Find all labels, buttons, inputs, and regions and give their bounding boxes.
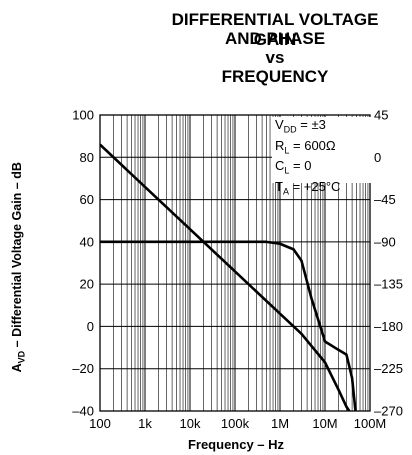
y-left-tick-label: –40 [72,404,94,419]
condition-vdd: VDD = ±3 [275,117,326,135]
plot-frame [99,114,371,412]
y-left-tick-label: 20 [80,277,94,292]
chart-title-line-1: DIFFERENTIAL VOLTAGE GAIN [171,10,379,49]
x-tick-label: 10M [312,416,337,431]
y-right-tick-label: 45 [374,108,388,123]
x-tick-label: 100M [354,416,387,431]
x-tick-label: 1M [271,416,289,431]
y-left-tick-label: 60 [80,192,94,207]
y-right-tick-label: –90 [374,234,396,249]
y-left-tick-label: 80 [80,150,94,165]
right-tick-labels: 45 0 –45 –90 –135 –180 –225 –270 [374,108,403,419]
y-left-tick-label: –20 [72,361,94,376]
y-left-tick-label: 0 [87,319,94,334]
y-right-tick-label: –180 [374,319,403,334]
x-tick-label: 100k [221,416,250,431]
chart-title-line-3: vs [265,48,285,67]
y-right-tick-label: –225 [374,361,403,376]
chart-title-line-2: AND PHASE [224,29,326,48]
test-conditions: VDD = ±3 RL = 600Ω CL = 0 TA = +25°C [272,117,373,196]
condition-rl: RL = 600Ω [275,137,336,156]
x-axis-label: Frequency – Hz [188,437,285,452]
y-right-tick-label: –45 [374,192,396,207]
x-tick-label: 10k [180,416,201,431]
x-tick-label: 100 [89,416,111,431]
x-tick-labels: 100 1k 10k 100k 1M 10M 100M [89,416,386,431]
gain-curve [100,143,351,411]
condition-cl: CL = 0 [275,158,312,176]
x-tick-label: 1k [138,416,152,431]
y-right-tick-label: –135 [374,277,403,292]
y-right-tick-label: 0 [374,150,381,165]
y-right-tick-label: –270 [374,404,403,419]
phase-curve [100,240,357,411]
chart-title-line-4: FREQUENCY [221,67,329,86]
y-left-tick-label: 100 [72,108,94,123]
y-left-tick-label: 40 [80,234,94,249]
condition-ta: TA = +25°C [275,178,341,197]
y-axis-label-left: AVD – Differential Voltage Gain – dB [9,162,27,373]
curves [100,143,357,411]
left-tick-labels: 100 80 60 40 20 0 –20 –40 [72,108,94,419]
